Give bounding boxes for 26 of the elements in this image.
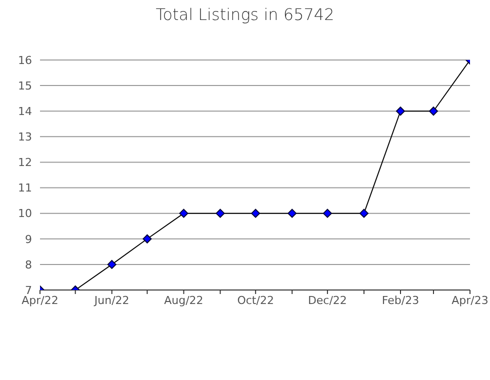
point: [142, 234, 152, 244]
y-tick-label: 16: [18, 54, 32, 67]
y-tick-label: 8: [25, 258, 32, 272]
x-tick-label: Dec/22: [308, 294, 347, 307]
y-tick-label: 13: [18, 130, 32, 144]
y-tick-label: 9: [25, 232, 32, 246]
y-tick-label: 10: [18, 207, 32, 220]
point: [359, 208, 368, 218]
point: [179, 208, 188, 218]
point: [428, 106, 438, 116]
point: [107, 260, 116, 269]
chart-title: Total Listings in 65742: [154, 5, 336, 24]
y-tick-label: 15: [18, 79, 32, 92]
point: [322, 208, 332, 218]
point: [396, 106, 405, 116]
point: [251, 208, 260, 218]
y-tick-label: 12: [18, 156, 32, 170]
y-tick-label: 14: [18, 105, 32, 118]
x-tick-label: Oct/22: [237, 294, 274, 307]
x-tick-label: Feb/23: [382, 294, 420, 307]
x-tick-label: Aug/22: [164, 294, 204, 307]
point: [288, 208, 297, 218]
x-tick-label: Apr/23: [452, 294, 488, 307]
x-tick-label: Jun/22: [93, 294, 130, 307]
point: [216, 208, 225, 218]
y-tick-label: 11: [18, 182, 32, 195]
